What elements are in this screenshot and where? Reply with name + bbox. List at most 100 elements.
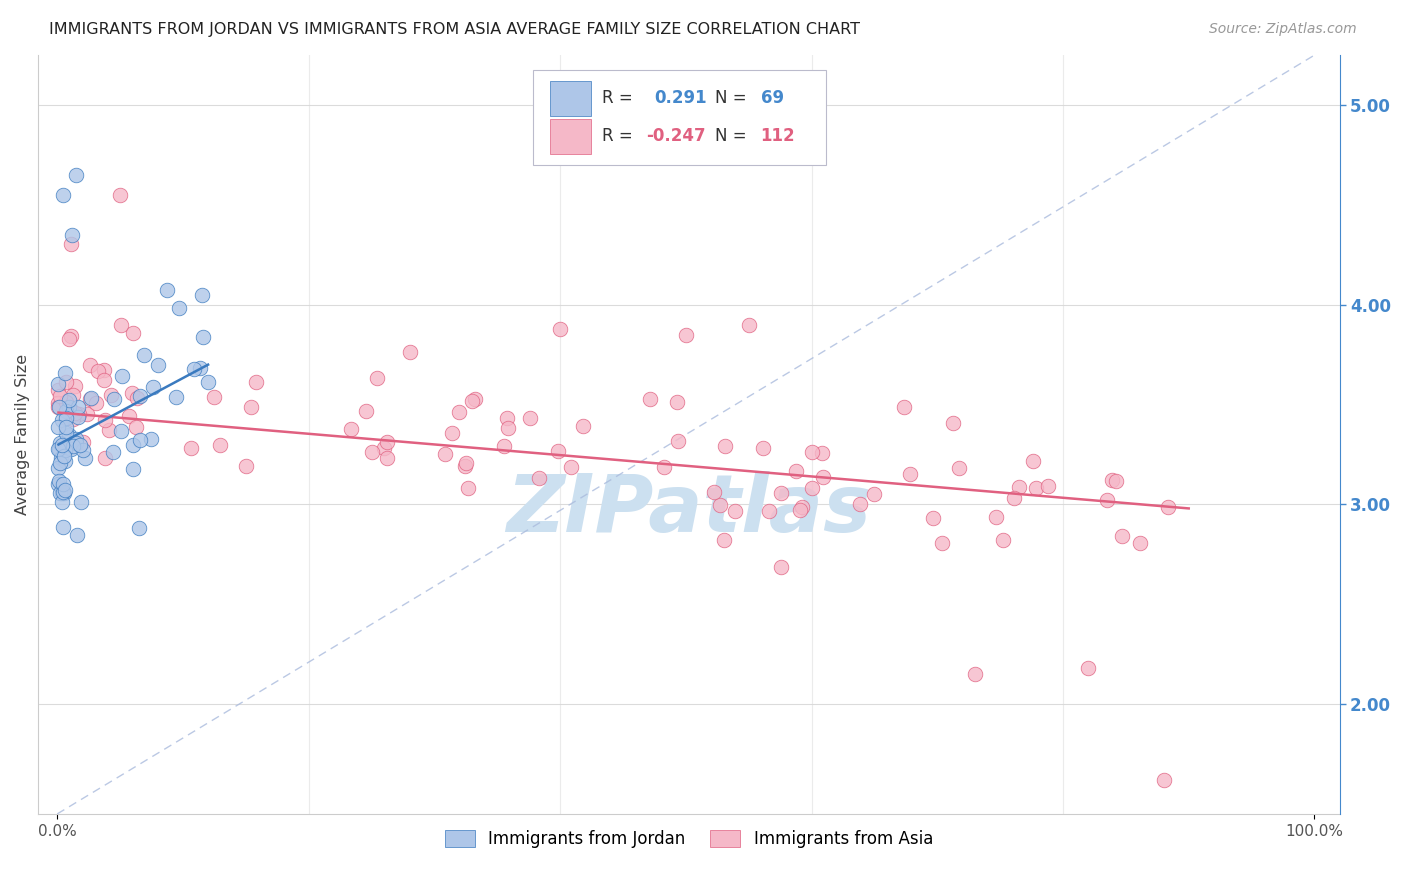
Text: N =: N = xyxy=(716,128,747,145)
Point xyxy=(769,560,792,574)
Point xyxy=(652,460,675,475)
Point xyxy=(55,443,77,458)
Point xyxy=(433,447,456,461)
Point xyxy=(464,392,486,407)
Point xyxy=(665,395,688,409)
Point xyxy=(454,458,477,473)
Point xyxy=(191,330,214,344)
Point xyxy=(811,470,834,484)
Point xyxy=(58,428,80,442)
Point xyxy=(167,301,190,316)
Point xyxy=(375,450,398,465)
Point xyxy=(790,500,813,514)
Point xyxy=(354,404,377,418)
Point xyxy=(73,450,96,465)
Text: Source: ZipAtlas.com: Source: ZipAtlas.com xyxy=(1209,22,1357,37)
Point xyxy=(922,511,945,525)
Point xyxy=(59,402,82,417)
Point xyxy=(76,407,98,421)
Point xyxy=(60,236,83,251)
Text: IMMIGRANTS FROM JORDAN VS IMMIGRANTS FROM ASIA AVERAGE FAMILY SIZE CORRELATION C: IMMIGRANTS FROM JORDAN VS IMMIGRANTS FRO… xyxy=(49,22,860,37)
Point xyxy=(65,436,87,450)
Point xyxy=(366,371,388,385)
Point xyxy=(179,441,201,455)
Point xyxy=(398,344,420,359)
Point xyxy=(121,326,143,340)
Point xyxy=(1025,481,1047,495)
Point xyxy=(98,423,121,437)
Point xyxy=(963,667,986,681)
Point xyxy=(55,375,77,389)
Point xyxy=(80,391,103,405)
Point xyxy=(128,433,150,447)
Point xyxy=(893,401,915,415)
Point xyxy=(942,416,965,430)
Point xyxy=(125,420,148,434)
Point xyxy=(848,497,870,511)
Point xyxy=(72,443,94,458)
Text: R =: R = xyxy=(602,128,633,145)
Point xyxy=(519,411,541,425)
Point xyxy=(340,422,363,436)
Point xyxy=(547,443,569,458)
Point xyxy=(52,520,75,534)
Point xyxy=(48,442,70,457)
Point xyxy=(129,389,152,403)
Point xyxy=(69,438,91,452)
Point xyxy=(134,347,156,361)
Point xyxy=(51,438,73,452)
Point xyxy=(1008,480,1031,494)
Point xyxy=(55,395,77,409)
Legend: Immigrants from Jordan, Immigrants from Asia: Immigrants from Jordan, Immigrants from … xyxy=(439,823,939,855)
Point xyxy=(1038,479,1060,493)
Point xyxy=(55,410,77,425)
Point xyxy=(48,486,70,500)
Point xyxy=(58,392,80,407)
Point xyxy=(79,358,101,372)
Point xyxy=(188,361,211,376)
Text: ZIPatlas: ZIPatlas xyxy=(506,471,872,549)
Point xyxy=(67,407,90,421)
Point xyxy=(55,426,77,441)
Point xyxy=(121,385,143,400)
Point xyxy=(183,361,205,376)
Point xyxy=(1129,535,1152,549)
Point xyxy=(1101,473,1123,487)
Point xyxy=(66,528,89,542)
Text: 0.291: 0.291 xyxy=(654,89,706,107)
Point xyxy=(93,362,115,376)
Point xyxy=(62,388,84,402)
Point xyxy=(1153,772,1175,787)
Point xyxy=(63,406,86,420)
Point xyxy=(51,482,73,496)
Text: N =: N = xyxy=(716,89,747,107)
Text: 112: 112 xyxy=(761,128,796,145)
Point xyxy=(751,441,773,455)
Point xyxy=(93,373,115,387)
Point xyxy=(122,438,145,452)
Point xyxy=(46,420,69,434)
Point xyxy=(46,377,69,392)
Point xyxy=(789,502,811,516)
Point xyxy=(245,375,267,389)
Point xyxy=(65,432,87,446)
Point xyxy=(53,366,76,380)
Point xyxy=(72,435,94,450)
Text: 69: 69 xyxy=(761,89,783,107)
Point xyxy=(110,424,132,438)
Point xyxy=(548,88,571,103)
Point xyxy=(100,388,122,402)
Point xyxy=(197,375,219,389)
Point xyxy=(46,460,69,475)
Point xyxy=(111,369,134,384)
Point xyxy=(51,451,73,466)
Point xyxy=(52,188,75,202)
Point xyxy=(58,332,80,346)
Point xyxy=(58,400,80,414)
Point xyxy=(373,441,395,455)
Point xyxy=(460,394,482,409)
Point xyxy=(55,420,77,434)
Point xyxy=(66,409,89,424)
Point xyxy=(724,503,747,517)
Point xyxy=(93,451,115,466)
